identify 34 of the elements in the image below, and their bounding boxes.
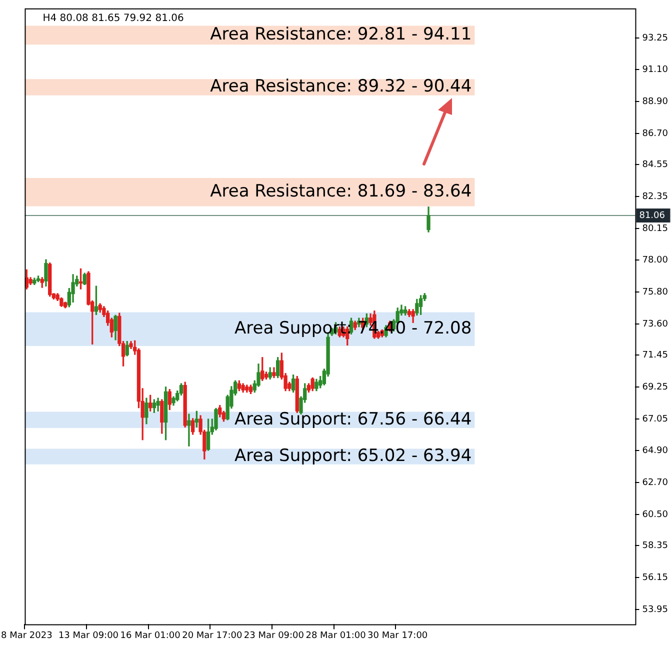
y-tick-label: 73.60 <box>642 319 668 330</box>
y-tick-label: 82.35 <box>642 192 668 202</box>
x-tick-label: 16 Mar 01:00 <box>120 630 181 641</box>
x-tick-label: 30 Mar 17:00 <box>368 630 428 641</box>
y-tick-label: 67.05 <box>642 414 668 425</box>
band-label: Area Resistance: 81.69 - 83.64 <box>210 182 472 202</box>
y-tick-label: 75.80 <box>642 287 668 298</box>
x-tick-label: 20 Mar 17:00 <box>182 630 242 641</box>
x-tick-label: 28 Mar 01:00 <box>306 630 366 641</box>
candlestick <box>187 414 191 446</box>
y-tick-label: 80.15 <box>642 224 668 234</box>
y-tick-label: 88.90 <box>642 96 668 107</box>
band-label: Area Resistance: 89.32 - 90.44 <box>210 76 472 97</box>
y-tick-label: 78.00 <box>642 255 668 266</box>
band-label: Area Support: 67.56 - 66.44 <box>234 409 472 430</box>
y-tick-label: 93.25 <box>642 34 668 44</box>
y-tick-label: 56.15 <box>642 573 668 584</box>
y-tick-label: 86.70 <box>642 128 668 139</box>
ref-line-label: 81.06 <box>639 210 666 221</box>
y-tick-label: 62.70 <box>642 478 668 488</box>
y-tick-label: 60.50 <box>642 510 668 520</box>
x-tick-label: 13 Mar 09:00 <box>58 630 119 641</box>
y-tick-label: 64.90 <box>642 446 668 456</box>
band-label: Area Resistance: 92.81 - 94.11 <box>210 24 472 45</box>
y-tick-label: 58.35 <box>642 541 668 552</box>
x-tick-label: 23 Mar 09:00 <box>244 630 304 641</box>
y-tick-label: 69.25 <box>642 382 668 393</box>
y-tick-label: 71.45 <box>642 350 668 361</box>
y-tick-label: 91.10 <box>642 64 668 75</box>
y-tick-label: 84.55 <box>642 160 668 170</box>
text: H4 80.08 81.65 79.92 81.06 <box>42 12 184 24</box>
band-label: Area Support: 65.02 - 63.94 <box>234 446 472 466</box>
x-tick-label: 8 Mar 2023 <box>0 630 52 641</box>
y-tick-label: 53.95 <box>642 605 668 616</box>
